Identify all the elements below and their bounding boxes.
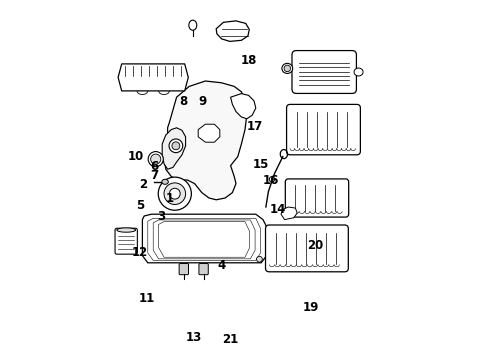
Polygon shape: [198, 124, 220, 142]
Ellipse shape: [354, 68, 363, 76]
Ellipse shape: [284, 65, 291, 72]
Ellipse shape: [257, 256, 262, 262]
FancyBboxPatch shape: [287, 104, 360, 155]
FancyBboxPatch shape: [292, 50, 356, 93]
Ellipse shape: [170, 188, 180, 199]
Text: 12: 12: [132, 246, 148, 259]
Text: 19: 19: [302, 301, 318, 314]
Text: 5: 5: [136, 199, 144, 212]
Text: 7: 7: [150, 169, 158, 182]
Text: 13: 13: [186, 331, 202, 344]
Text: 21: 21: [222, 333, 238, 346]
Ellipse shape: [172, 142, 180, 150]
Polygon shape: [164, 81, 247, 200]
Text: 16: 16: [263, 174, 279, 187]
Text: 15: 15: [253, 158, 270, 171]
Text: 20: 20: [307, 239, 323, 252]
Ellipse shape: [270, 177, 275, 182]
Ellipse shape: [169, 139, 183, 153]
Text: 10: 10: [128, 150, 145, 163]
FancyBboxPatch shape: [199, 264, 208, 275]
Polygon shape: [143, 214, 267, 263]
Ellipse shape: [189, 20, 197, 30]
Ellipse shape: [162, 179, 169, 184]
Ellipse shape: [148, 152, 163, 167]
Polygon shape: [281, 207, 297, 220]
Text: 18: 18: [241, 54, 258, 67]
Ellipse shape: [151, 154, 161, 164]
Text: 9: 9: [198, 95, 207, 108]
Text: 4: 4: [218, 259, 226, 272]
Text: 17: 17: [247, 120, 263, 133]
Polygon shape: [216, 21, 249, 41]
Polygon shape: [162, 128, 186, 169]
FancyBboxPatch shape: [179, 264, 189, 275]
Ellipse shape: [117, 228, 136, 232]
Text: 14: 14: [270, 203, 286, 216]
Text: 1: 1: [166, 192, 174, 205]
Polygon shape: [118, 64, 188, 91]
Ellipse shape: [158, 177, 192, 210]
Text: 3: 3: [157, 210, 166, 223]
Text: 11: 11: [139, 292, 155, 305]
Ellipse shape: [282, 63, 293, 73]
Text: 6: 6: [150, 160, 158, 173]
Polygon shape: [231, 94, 256, 119]
FancyBboxPatch shape: [115, 228, 137, 254]
FancyBboxPatch shape: [285, 179, 349, 217]
Text: 8: 8: [180, 95, 188, 108]
Text: 2: 2: [140, 178, 147, 191]
FancyBboxPatch shape: [266, 225, 348, 272]
Ellipse shape: [164, 183, 186, 204]
